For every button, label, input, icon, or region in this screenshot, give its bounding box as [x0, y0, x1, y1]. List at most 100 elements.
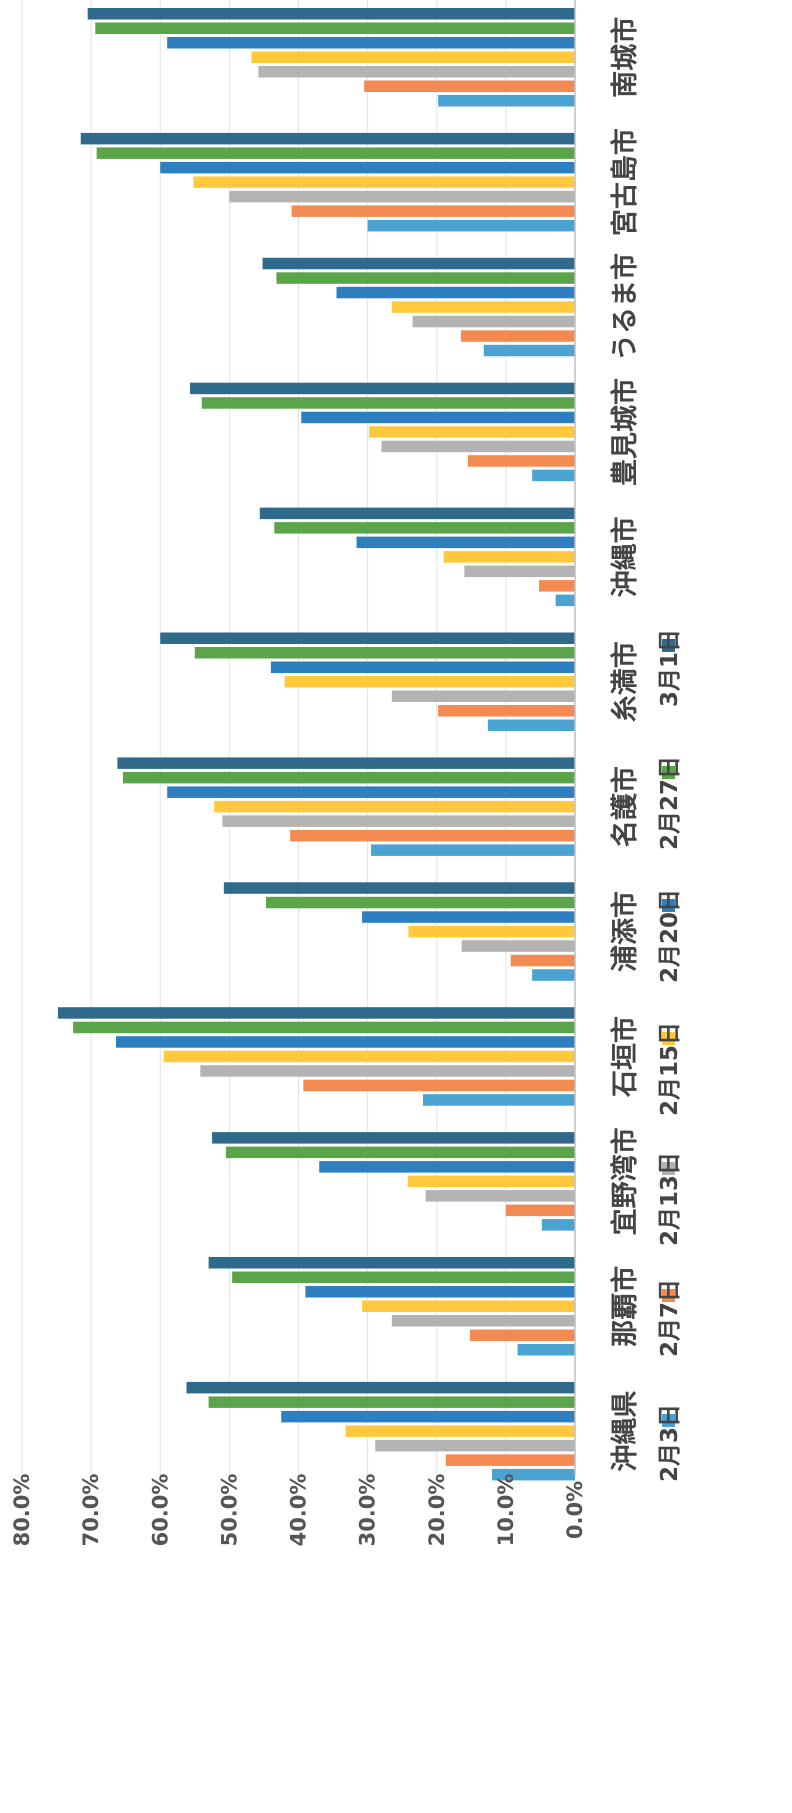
bar	[201, 397, 575, 409]
bar	[57, 1007, 575, 1019]
bar	[251, 51, 575, 63]
bar	[301, 411, 575, 424]
tick-label: 40.0%	[287, 1474, 311, 1547]
bar	[194, 647, 575, 659]
bar	[167, 37, 575, 49]
bar	[532, 469, 575, 482]
bar	[208, 1257, 575, 1269]
bar	[281, 1410, 575, 1423]
bar	[539, 580, 575, 592]
bars	[57, 8, 576, 1481]
bar	[291, 205, 575, 217]
bar	[369, 426, 575, 438]
bar	[232, 1271, 575, 1283]
bar	[555, 594, 575, 607]
bar	[469, 1329, 575, 1341]
legend-label: 3月1日	[657, 629, 683, 707]
tick-label: 50.0%	[217, 1474, 241, 1547]
legend-swatch	[662, 1414, 675, 1427]
bar	[160, 161, 575, 174]
legend-swatch	[662, 1162, 675, 1175]
bar	[270, 661, 575, 673]
bar	[487, 719, 575, 731]
bar	[117, 757, 575, 769]
bar	[425, 1190, 575, 1202]
bar	[208, 1396, 575, 1408]
legend-swatch	[662, 1289, 675, 1302]
bar	[467, 455, 575, 467]
bar	[422, 1094, 575, 1106]
bar	[122, 771, 576, 784]
bar	[163, 1050, 576, 1063]
bar	[276, 272, 575, 284]
bar	[362, 911, 575, 923]
bar	[214, 800, 576, 813]
bar	[305, 1286, 575, 1298]
value-axis-tick-labels: 0.0% 10.0% 20.0% 30.0% 40.0% 50.0% 60.0% 70.0% 8…	[10, 1474, 587, 1547]
gridlines	[21, 0, 507, 1475]
legend-label: 2月15日	[657, 1022, 683, 1116]
bar	[517, 1344, 575, 1356]
bar	[443, 551, 575, 563]
legend-swatch	[662, 1032, 675, 1045]
bar	[319, 1161, 575, 1173]
bar	[223, 882, 575, 894]
legend-swatch	[662, 766, 675, 779]
bar	[464, 565, 575, 578]
category-label: 宮古島市	[609, 128, 641, 236]
bar	[266, 896, 575, 909]
bar	[461, 940, 575, 952]
bar	[438, 95, 575, 107]
bar	[116, 1036, 575, 1048]
category-label: うるま市	[609, 253, 641, 361]
bar	[290, 829, 575, 842]
tick-label: 30.0%	[356, 1474, 380, 1547]
bar	[438, 705, 575, 717]
bar	[73, 1021, 575, 1034]
bar	[189, 382, 575, 395]
bar	[258, 66, 575, 78]
bar	[407, 1175, 575, 1188]
bar	[225, 1146, 575, 1159]
legend: 2月3日 2月7日 2月13日 2月15日 2月20日 2月27日 3月1日	[657, 629, 683, 1482]
legend-label: 2月3日	[657, 1404, 683, 1482]
bar	[391, 690, 575, 702]
legend-label: 2月27日	[657, 756, 683, 850]
bar	[391, 1315, 575, 1327]
category-label: 豊見城市	[609, 378, 641, 486]
bar	[391, 301, 575, 313]
bar	[492, 1468, 575, 1481]
bar	[371, 844, 575, 856]
bar	[284, 676, 575, 688]
bar	[96, 147, 575, 159]
bar	[381, 440, 575, 453]
bar	[445, 1454, 575, 1466]
bar	[375, 1439, 575, 1452]
legend-label: 2月13日	[657, 1152, 683, 1246]
bar	[80, 132, 575, 145]
category-label: 沖縄県	[610, 1391, 641, 1472]
bar	[222, 815, 575, 827]
bar	[541, 1219, 575, 1231]
bar	[505, 1204, 575, 1217]
tick-label: 0.0%	[563, 1481, 587, 1539]
bar	[212, 1132, 575, 1144]
bar	[193, 176, 575, 188]
bar	[532, 969, 575, 981]
legend-label: 2月7日	[657, 1279, 683, 1357]
tick-label: 80.0%	[10, 1474, 34, 1547]
bar	[362, 1300, 575, 1312]
bar	[336, 286, 575, 299]
bar	[274, 522, 575, 534]
tick-label: 70.0%	[79, 1474, 103, 1547]
legend-swatch	[662, 899, 675, 912]
category-label: 石垣市	[609, 1016, 641, 1098]
category-label: 沖縄市	[609, 516, 641, 597]
category-label: 浦添市	[609, 891, 641, 972]
tick-label: 10.0%	[494, 1474, 518, 1547]
bar	[412, 315, 575, 328]
bar	[510, 954, 575, 967]
bar	[460, 330, 575, 342]
